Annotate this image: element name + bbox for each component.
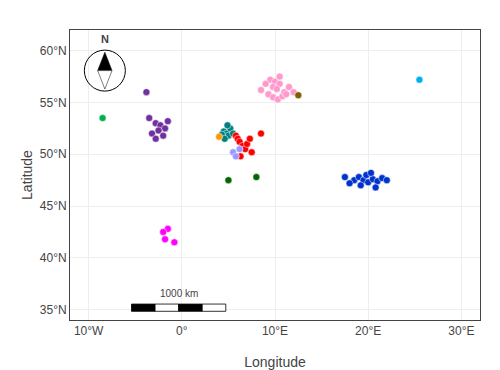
svg-text:40°N: 40°N — [40, 251, 67, 265]
svg-text:45°N: 45°N — [40, 199, 67, 213]
svg-text:Latitude: Latitude — [19, 150, 35, 200]
svg-text:N: N — [101, 33, 109, 45]
svg-text:10°W: 10°W — [74, 324, 104, 338]
svg-text:20°E: 20°E — [355, 324, 381, 338]
svg-text:0°: 0° — [176, 324, 188, 338]
svg-text:10°E: 10°E — [262, 324, 288, 338]
svg-text:30°E: 30°E — [448, 324, 474, 338]
svg-text:Longitude: Longitude — [244, 354, 306, 370]
svg-text:35°N: 35°N — [40, 303, 67, 317]
svg-text:1000 km: 1000 km — [160, 288, 198, 299]
svg-text:50°N: 50°N — [40, 147, 67, 161]
svg-text:60°N: 60°N — [40, 44, 67, 58]
svg-text:55°N: 55°N — [40, 96, 67, 110]
